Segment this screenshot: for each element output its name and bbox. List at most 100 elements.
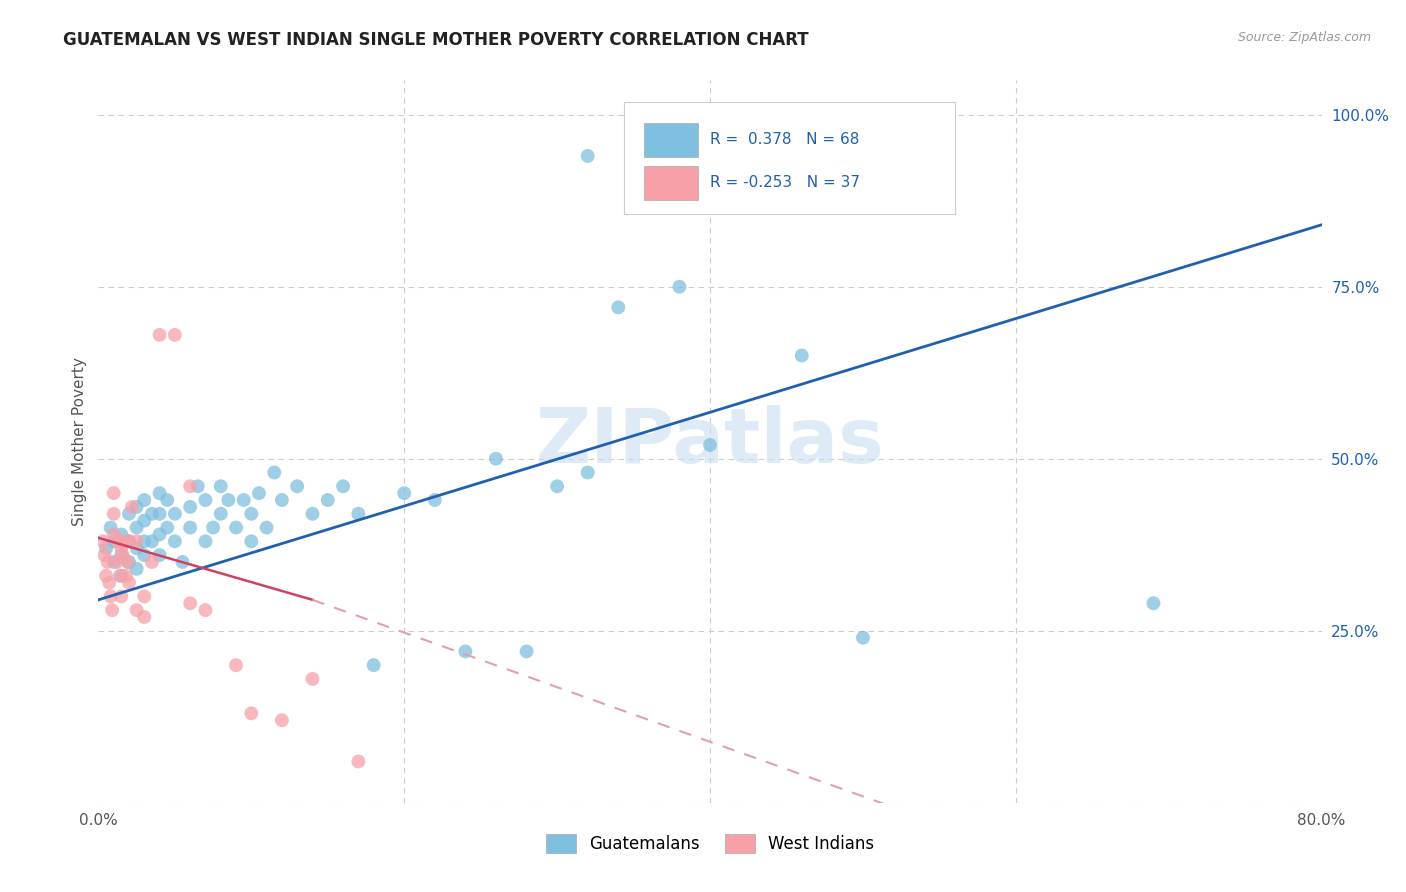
Point <box>730 162 752 177</box>
Point <box>316 493 339 508</box>
Point <box>546 479 568 493</box>
Point <box>225 520 247 534</box>
Text: Source: ZipAtlas.com: Source: ZipAtlas.com <box>1237 31 1371 45</box>
Point <box>156 493 179 508</box>
Point <box>103 527 125 541</box>
Point <box>163 327 186 342</box>
Point <box>125 520 148 534</box>
Point <box>347 507 370 521</box>
Point <box>301 507 323 521</box>
Point <box>852 631 875 645</box>
Point <box>301 672 323 686</box>
Point <box>1142 596 1164 610</box>
Point <box>101 603 124 617</box>
Point <box>91 534 114 549</box>
Legend: Guatemalans, West Indians: Guatemalans, West Indians <box>538 827 882 860</box>
Point <box>225 658 247 673</box>
Point <box>108 568 131 582</box>
FancyBboxPatch shape <box>644 166 697 200</box>
Point <box>163 507 186 521</box>
Point <box>172 555 194 569</box>
Point <box>576 466 599 480</box>
Point <box>118 507 141 521</box>
Point <box>100 520 122 534</box>
Point <box>125 603 148 617</box>
Point <box>103 555 125 569</box>
Point <box>332 479 354 493</box>
Text: R = -0.253   N = 37: R = -0.253 N = 37 <box>710 176 860 190</box>
Point <box>125 541 148 556</box>
Point <box>98 575 121 590</box>
Point <box>790 349 813 363</box>
Text: GUATEMALAN VS WEST INDIAN SINGLE MOTHER POVERTY CORRELATION CHART: GUATEMALAN VS WEST INDIAN SINGLE MOTHER … <box>63 31 808 49</box>
Point <box>125 534 148 549</box>
Point <box>141 534 163 549</box>
Point <box>134 548 156 562</box>
Point <box>149 527 172 541</box>
Point <box>115 568 138 582</box>
Point <box>103 486 125 500</box>
Point <box>141 555 163 569</box>
Point <box>209 479 232 493</box>
Point <box>118 555 141 569</box>
Point <box>516 644 538 658</box>
Point <box>454 644 477 658</box>
Point <box>105 555 128 569</box>
Point <box>485 451 508 466</box>
Point <box>179 500 201 514</box>
Point <box>179 520 201 534</box>
Point <box>423 493 446 508</box>
Point <box>149 507 172 521</box>
Point <box>240 507 263 521</box>
FancyBboxPatch shape <box>624 102 955 214</box>
Point <box>263 466 285 480</box>
Point <box>163 534 186 549</box>
Point <box>256 520 278 534</box>
FancyBboxPatch shape <box>644 123 697 157</box>
Point <box>100 590 122 604</box>
Point <box>141 507 163 521</box>
Point <box>134 514 156 528</box>
Point <box>270 493 292 508</box>
Point <box>110 590 132 604</box>
Y-axis label: Single Mother Poverty: Single Mother Poverty <box>72 357 87 526</box>
Point <box>179 596 201 610</box>
Point <box>107 534 129 549</box>
Point <box>110 568 132 582</box>
Point <box>699 438 721 452</box>
Point <box>103 507 125 521</box>
Point <box>637 177 661 191</box>
Point <box>149 548 172 562</box>
Point <box>110 548 132 562</box>
Point <box>209 507 232 521</box>
Point <box>240 534 263 549</box>
Point <box>240 706 263 721</box>
Point <box>118 575 141 590</box>
Point <box>285 479 308 493</box>
Point <box>668 279 690 293</box>
Point <box>187 479 209 493</box>
Point <box>121 500 143 514</box>
Point <box>112 534 135 549</box>
Point <box>194 493 217 508</box>
Point <box>232 493 254 508</box>
Point <box>576 149 599 163</box>
Text: R =  0.378   N = 68: R = 0.378 N = 68 <box>710 132 859 147</box>
Point <box>134 534 156 549</box>
Point <box>247 486 270 500</box>
Point <box>93 548 115 562</box>
Point <box>134 493 156 508</box>
Point <box>347 755 370 769</box>
Point <box>110 527 132 541</box>
Point <box>118 534 141 549</box>
Point <box>179 479 201 493</box>
Point <box>270 713 292 727</box>
Point <box>156 520 179 534</box>
Point <box>125 562 148 576</box>
Point <box>134 610 156 624</box>
Point <box>194 534 217 549</box>
Point <box>194 603 217 617</box>
Point <box>134 590 156 604</box>
Point <box>149 327 172 342</box>
Point <box>607 301 630 315</box>
